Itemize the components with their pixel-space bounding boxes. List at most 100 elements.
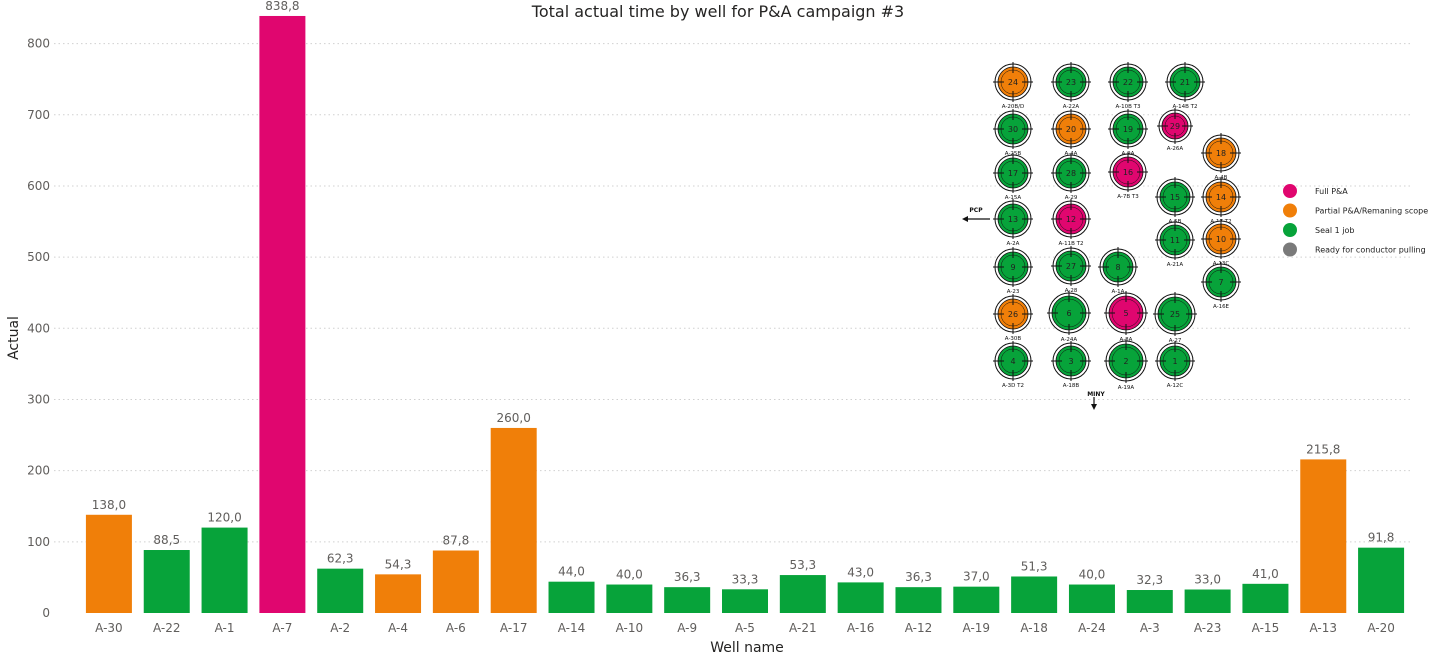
bar-a-19: [953, 586, 1000, 613]
well-slot: 4 A-3D T2: [993, 341, 1033, 389]
bar-a-1: [201, 527, 248, 613]
data-label: 36,3: [674, 570, 701, 584]
x-tick-label: A-18: [1020, 621, 1048, 635]
y-axis-title: Actual: [6, 316, 22, 360]
well-slot: 8 A-1A: [1098, 247, 1138, 295]
x-axis-title: Well name: [710, 640, 784, 655]
slot-number: 4: [1010, 357, 1015, 366]
data-label: 36,3: [905, 570, 932, 584]
slot-number: 25: [1170, 310, 1180, 319]
x-tick-label: A-3: [1140, 621, 1160, 635]
slot-number: 26: [1008, 310, 1018, 319]
data-label: 40,0: [1079, 568, 1106, 582]
slot-number: 6: [1066, 309, 1071, 318]
bar-a-4: [375, 574, 422, 613]
legend-swatch: [1283, 223, 1297, 237]
slot-number: 29: [1170, 122, 1180, 131]
well-slot: 21 A-14B T2: [1165, 62, 1205, 110]
legend-swatch: [1283, 242, 1297, 257]
x-tick-label: A-22: [153, 621, 181, 635]
data-label: 40,0: [616, 568, 643, 582]
x-tick-label: A-9: [677, 621, 697, 635]
well-slot: 20A-4A: [1051, 109, 1091, 157]
y-tick-label: 800: [27, 37, 50, 51]
slot-well-label: A-11B T2: [1058, 241, 1083, 247]
x-tick-label: A-16: [847, 621, 875, 635]
data-label: 37,0: [963, 570, 990, 584]
x-tick-label: A-1: [215, 621, 235, 635]
slot-number: 2: [1123, 357, 1128, 366]
y-tick-label: 200: [27, 464, 50, 478]
x-tick-label: A-21: [789, 621, 817, 635]
bar-a-6: [432, 550, 479, 613]
data-label: 215,8: [1306, 442, 1340, 456]
data-label: 53,3: [789, 558, 816, 572]
well-slot: 18A-4B: [1201, 133, 1241, 181]
slot-well-label: A-29: [1065, 195, 1078, 201]
slot-number: 12: [1066, 215, 1076, 224]
x-tick-label: A-19: [963, 621, 991, 635]
slot-number: 8: [1115, 263, 1120, 272]
well-slot: 13 A-2A: [993, 199, 1033, 247]
bar-a-15: [1242, 583, 1289, 613]
bar-a-21: [779, 575, 826, 613]
well-slot: 23 A-22A: [1051, 62, 1091, 110]
x-tick-label: A-4: [388, 621, 408, 635]
legend-item: Full P&A: [1283, 184, 1348, 198]
slot-number: 16: [1123, 168, 1133, 177]
legend-item: Ready for conductor pulling: [1283, 242, 1426, 257]
slot-number: 23: [1066, 78, 1076, 87]
bar-a-17: [490, 427, 537, 613]
slot-well-label: A-16E: [1213, 304, 1230, 310]
slot-well-label: A-28: [1065, 288, 1078, 294]
x-tick-label: A-7: [272, 621, 292, 635]
well-slot: 2 A-19A: [1104, 339, 1148, 391]
y-tick-label: 400: [27, 321, 50, 335]
bars: [85, 15, 1405, 614]
slot-number: 24: [1008, 78, 1018, 87]
slot-well-label: A-30B: [1005, 336, 1022, 342]
well-slot: 3 A-18B: [1051, 341, 1091, 389]
y-tick-label: 300: [27, 392, 50, 406]
slot-number: 27: [1066, 262, 1076, 271]
data-label: 51,3: [1021, 559, 1048, 573]
slot-number: 28: [1066, 169, 1076, 178]
bar-a-2: [317, 568, 364, 613]
slot-well-label: A-22A: [1063, 104, 1080, 110]
well-slot: 22 A-10B T3: [1108, 62, 1148, 110]
slot-number: 19: [1123, 125, 1133, 134]
data-label: 260,0: [497, 411, 531, 425]
x-tick-label: A-2: [330, 621, 350, 635]
data-labels: 138,0 88,5 120,0 838,8 62,3 54,3 87,8 260,0 44,0…: [92, 0, 1395, 587]
bar-a-7: [259, 15, 306, 614]
data-label: 87,8: [443, 534, 470, 548]
slot-number: 15: [1170, 193, 1180, 202]
y-tick-label: 500: [27, 250, 50, 264]
bar-a-14: [548, 581, 595, 613]
well-slot: 25A-27: [1153, 292, 1197, 344]
slot-well-label: A-1A: [1112, 289, 1125, 295]
well-slot: 1 A-12C: [1155, 341, 1195, 389]
legend-swatch: [1283, 184, 1297, 198]
legend-item: Partial P&A/Remaning scope: [1283, 203, 1428, 218]
slot-number: 9: [1010, 263, 1015, 272]
data-label: 138,0: [92, 498, 126, 512]
data-label: 838,8: [265, 0, 299, 13]
well-slot: 11 A-21A: [1155, 220, 1195, 268]
legend-label: Ready for conductor pulling: [1315, 246, 1426, 255]
x-axis-ticks: A-30 A-22 A-1 A-7 A-2 A-4 A-6 A-17 A-14 A-10 A-9 A-…: [95, 621, 1395, 635]
legend-label: Partial P&A/Remaning scope: [1315, 207, 1428, 216]
well-slot: 10A-13C: [1201, 219, 1241, 267]
well-slot: 6 A-24A: [1047, 291, 1091, 343]
slot-number: 17: [1008, 169, 1018, 178]
slot-well-label: A-18B: [1063, 383, 1080, 389]
slot-well-label: A-21A: [1167, 262, 1184, 268]
legend-item: Seal 1 job: [1283, 223, 1355, 237]
well-slot: 7 A-16E: [1201, 262, 1241, 310]
bar-a-9: [664, 587, 711, 613]
y-tick-label: 100: [27, 535, 50, 549]
data-label: 54,3: [385, 557, 412, 571]
x-tick-label: A-24: [1078, 621, 1106, 635]
